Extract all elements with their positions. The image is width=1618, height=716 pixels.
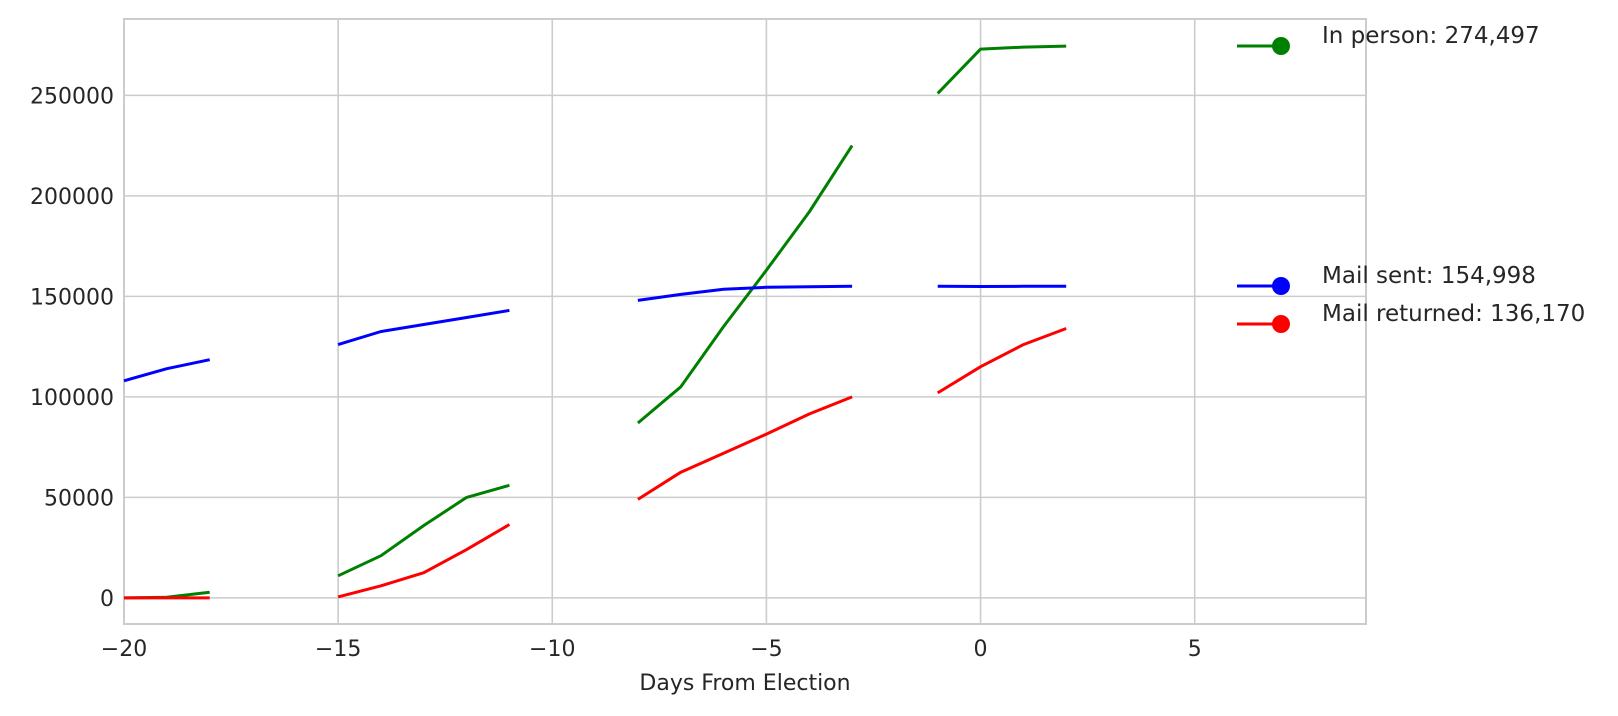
x-axis-ticks: −20 −15 −10 −5 0 5 <box>101 637 1202 662</box>
y-tick-label: 200000 <box>30 185 114 210</box>
y-axis-ticks: 0 50000 100000 150000 200000 250000 <box>30 84 114 611</box>
legend-item-mail_sent: Mail sent: 154,998 <box>1237 263 1536 295</box>
series-line-segment <box>337 523 511 599</box>
series-line-segment <box>123 358 211 383</box>
x-tick-label: 0 <box>974 637 988 662</box>
legend-label: Mail returned: 136,170 <box>1322 301 1585 327</box>
plot-frame <box>123 18 1367 625</box>
x-tick-label: −20 <box>101 637 147 662</box>
series-line-segment <box>936 327 1067 395</box>
series-line-segment <box>337 308 510 347</box>
series-lines <box>123 44 1067 600</box>
series-mail_returned <box>124 327 1067 600</box>
series-line-segment <box>636 144 854 425</box>
legend: In person: 274,497 Mail sent: 154,998 Mail… <box>1237 23 1585 333</box>
series-line-segment <box>637 284 853 302</box>
series-line-segment <box>936 44 1067 95</box>
series-line-segment <box>637 395 853 501</box>
x-tick-label: −5 <box>750 637 782 662</box>
y-tick-label: 50000 <box>44 486 114 511</box>
legend-item-mail_returned: Mail returned: 136,170 <box>1237 301 1585 333</box>
y-tick-label: 250000 <box>30 84 114 109</box>
x-tick-label: 5 <box>1188 637 1202 662</box>
legend-item-in_person: In person: 274,497 <box>1237 23 1540 55</box>
legend-marker <box>1272 315 1290 333</box>
x-tick-label: −10 <box>529 637 575 662</box>
y-tick-label: 150000 <box>30 285 114 310</box>
legend-label: In person: 274,497 <box>1322 23 1540 49</box>
x-axis-title: Days From Election <box>639 671 850 696</box>
grid-lines <box>123 19 1366 624</box>
legend-label: Mail sent: 154,998 <box>1322 263 1536 289</box>
legend-marker <box>1272 277 1290 295</box>
y-tick-label: 100000 <box>30 386 114 411</box>
x-tick-label: −15 <box>315 637 361 662</box>
series-mail_sent <box>123 284 1067 383</box>
series-in_person <box>123 44 1067 600</box>
y-tick-label: 0 <box>100 587 114 612</box>
legend-marker <box>1272 37 1290 55</box>
series-line-segment <box>337 483 510 578</box>
